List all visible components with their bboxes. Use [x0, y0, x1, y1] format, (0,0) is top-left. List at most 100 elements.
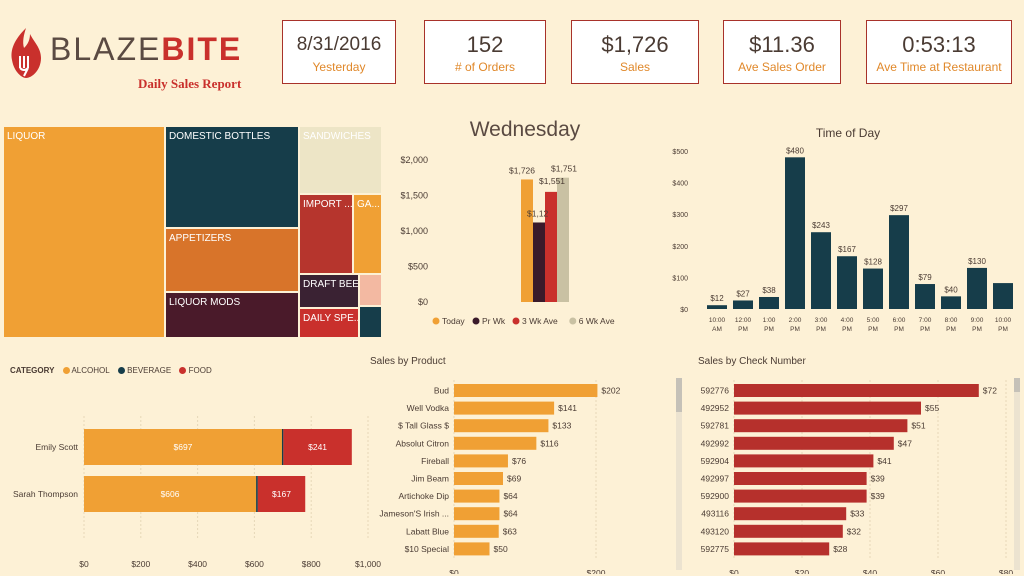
row-label: $ Tall Glass $: [398, 421, 449, 431]
x-tick-label: PM: [790, 326, 800, 333]
data-label: $202: [601, 386, 620, 396]
kpi-sales-card: $1,726 Sales: [571, 20, 699, 84]
legend-beverage: BEVERAGE: [127, 366, 172, 375]
treemap-tile-liquor-mods[interactable]: LIQUOR MODS: [165, 292, 299, 338]
y-tick-label: $500: [408, 262, 428, 272]
y-tick-label: $2,000: [400, 155, 428, 165]
data-label: $28: [833, 544, 847, 554]
data-label: $32: [847, 526, 861, 536]
check-list-scrollbar-left[interactable]: [676, 378, 682, 570]
x-tick-label: $80: [999, 568, 1013, 574]
treemap-tile-sandwiches[interactable]: SANDWICHES: [299, 126, 382, 194]
report-subtitle: Daily Sales Report: [138, 76, 242, 91]
x-tick-label: $0: [449, 568, 459, 574]
row-label: Sarah Thompson: [13, 489, 78, 499]
segment-beverage: [256, 476, 258, 512]
data-label: $69: [507, 474, 521, 484]
server-sales-chart: CATEGORY ALCOHOL BEVERAGE FOOD $0 $200 $40…: [6, 356, 390, 574]
y-tick-label: $1,000: [400, 226, 428, 236]
category-treemap[interactable]: LIQUOR DOMESTIC BOTTLES SANDWICHES APPET…: [3, 126, 382, 338]
bar: [454, 419, 549, 433]
x-tick-label: $200: [131, 559, 150, 569]
data-label: $167: [838, 245, 856, 254]
row-label: 492992: [701, 438, 730, 448]
x-tick-label: 9:00: [971, 317, 984, 324]
x-tick-label: AM: [712, 326, 722, 333]
check-list-scrollbar-right[interactable]: [1014, 378, 1020, 570]
legend-label: 3 Wk Ave: [522, 316, 558, 326]
legend-title: CATEGORY: [10, 366, 55, 375]
data-label: $50: [494, 544, 508, 554]
sales-by-product-plot: $0 $200 Bud $202 Well Vodka $141 $ Tall Glass …: [379, 380, 621, 574]
treemap-tile-pink[interactable]: [359, 274, 382, 306]
legend-dot-food: [179, 367, 187, 375]
row-label: Bud: [434, 386, 449, 396]
x-tick-label: PM: [946, 326, 956, 333]
row-label: Emily Scott: [35, 442, 78, 452]
hour-bar: [733, 300, 753, 309]
row-label: 592776: [701, 386, 730, 396]
segment-food: [257, 476, 306, 512]
treemap-tile-draft-beer[interactable]: DRAFT BEER: [299, 274, 359, 308]
wednesday-title: Wednesday: [469, 118, 581, 141]
x-tick-label: $400: [188, 559, 207, 569]
x-tick-label: $800: [302, 559, 321, 569]
row-label: Jim Beam: [411, 474, 449, 484]
x-tick-label: PM: [738, 326, 748, 333]
x-tick-label: $60: [931, 568, 945, 574]
bar: [454, 507, 500, 521]
bar-pr-wk: [533, 222, 545, 302]
data-label: $167: [272, 489, 291, 499]
kpi-sales-value: $1,726: [601, 32, 669, 57]
data-label: $40: [944, 285, 958, 294]
x-tick-label: 6:00: [893, 317, 906, 324]
flame-fork-icon: [11, 28, 42, 78]
treemap-tile-import[interactable]: IMPORT ...: [299, 194, 353, 274]
data-label: $1,12: [527, 208, 549, 218]
row-label: 592775: [701, 544, 730, 554]
treemap-tile-ga[interactable]: GA...: [353, 194, 382, 274]
data-label: $480: [786, 146, 804, 155]
hour-bar: [811, 232, 831, 309]
treemap-tile-liquor[interactable]: LIQUOR: [3, 126, 165, 338]
legend-dot-beverage: [117, 367, 125, 375]
sales-by-check-title: Sales by Check Number: [698, 356, 806, 367]
treemap-label: SANDWICHES: [303, 131, 371, 142]
hour-bar: [837, 256, 857, 309]
data-label: $27: [736, 289, 750, 298]
row-label: 492952: [701, 403, 730, 413]
treemap-tile-domestic-bottles[interactable]: DOMESTIC BOTTLES: [165, 126, 299, 228]
data-label: $33: [850, 509, 864, 519]
time-of-day-plot: $500 $400 $300 $200 $100 $0 $12 10:00 AM $27 12:00…: [672, 146, 1013, 333]
y-tick-label: $400: [672, 181, 688, 188]
kpi-avg-order-value: $11.36: [749, 32, 815, 57]
scrollbar-thumb[interactable]: [676, 378, 682, 412]
row-label: Fireball: [421, 456, 449, 466]
sales-by-check-plot: $0 $20 $40 $60 $80 592776 $72 492952 $55 592781 $5…: [701, 380, 1013, 574]
wednesday-chart: Wednesday $2,000 $1,500 $1,000 $500 $0 $1,726…: [390, 112, 660, 332]
bar: [454, 454, 508, 468]
x-tick-label: PM: [868, 326, 878, 333]
time-of-day-chart: Time of Day $500 $400 $300 $200 $100 $0 $12 10:…: [668, 118, 1020, 340]
row-label: 592904: [701, 456, 730, 466]
data-label: $63: [503, 526, 517, 536]
treemap-tile-appetizers[interactable]: APPETIZERS: [165, 228, 299, 292]
legend-dot-alcohol: [62, 367, 70, 375]
treemap-label: DOMESTIC BOTTLES: [169, 131, 271, 142]
sales-by-product-title: Sales by Product: [370, 356, 446, 367]
kpi-avg-time-value: 0:53:13: [902, 32, 976, 57]
scrollbar-thumb[interactable]: [1014, 378, 1020, 392]
x-tick-label: 2:00: [789, 317, 802, 324]
legend-food: FOOD: [188, 366, 212, 375]
x-tick-label: PM: [842, 326, 852, 333]
bar: [734, 489, 867, 503]
data-label: $697: [174, 442, 193, 452]
bar: [454, 384, 598, 397]
legend-dot: [569, 317, 577, 325]
treemap-tile-dark[interactable]: [359, 306, 382, 338]
x-tick-label: 3:00: [815, 317, 828, 324]
data-label: $76: [512, 456, 526, 466]
treemap-label: DRAFT BEER: [303, 279, 359, 290]
treemap-tile-daily-specials[interactable]: DAILY SPE...: [299, 308, 359, 338]
treemap-label: LIQUOR: [7, 131, 46, 142]
